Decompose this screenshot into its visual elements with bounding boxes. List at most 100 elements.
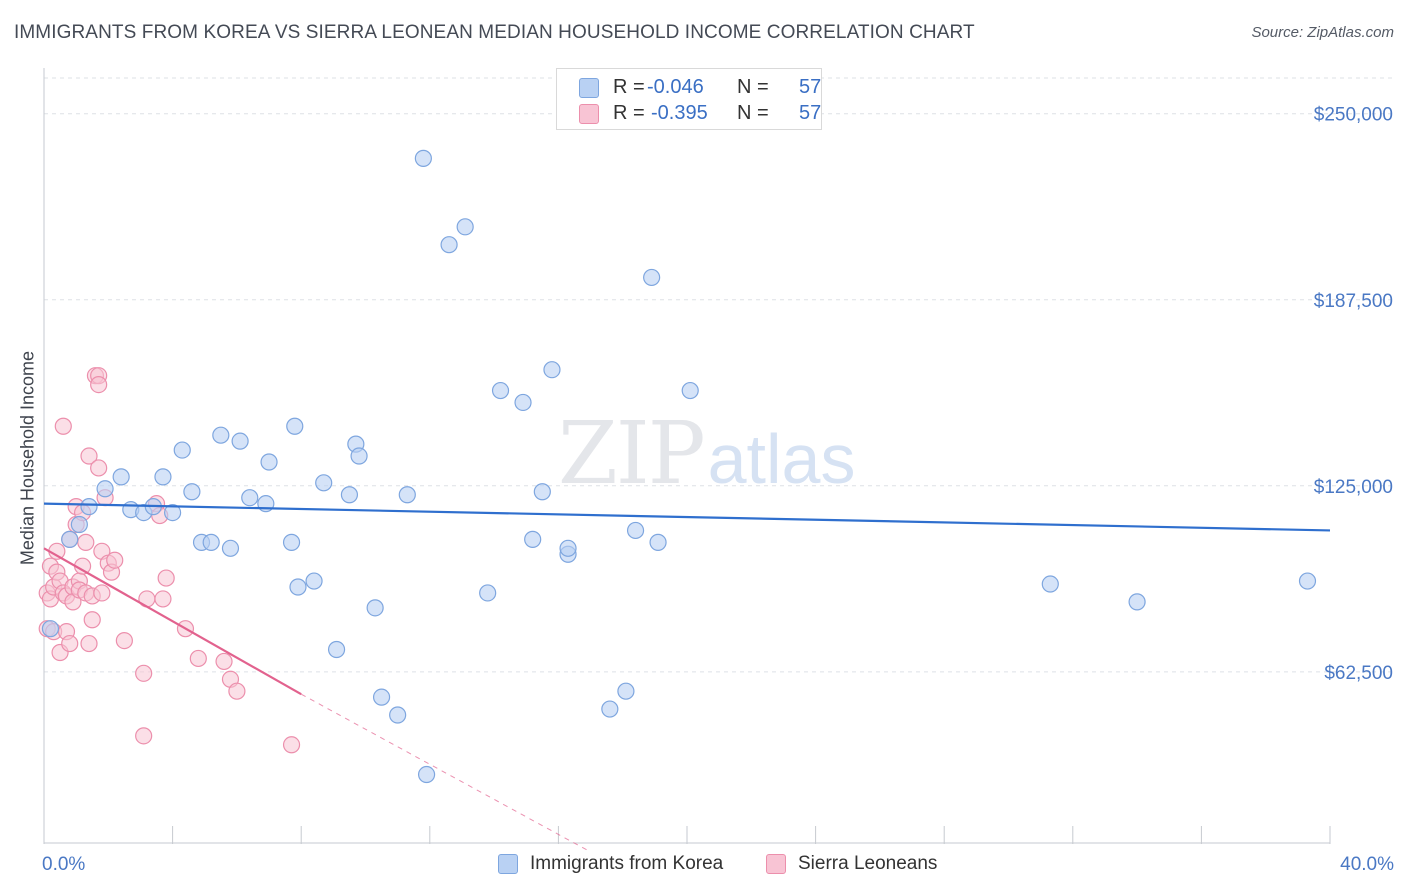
korea-point-35 [417, 765, 436, 784]
sierra-leoneans-points [38, 367, 301, 754]
correlation-legend: R = -0.046 N = 57 R = -0.395 N = 57 [556, 68, 822, 130]
bottom-legend-label-sierra: Sierra Leoneans [798, 853, 938, 874]
korea-point-40 [514, 393, 532, 412]
x-tick-label-min: 0.0% [42, 854, 85, 875]
tick-labels: $62,500 $125,000 $187,500 $250,000 0.0% 40.0% [42, 105, 1394, 875]
bottom-legend-swatch-sierra [766, 854, 786, 874]
korea-point-1 [61, 530, 79, 548]
sierra-point-42 [135, 727, 153, 745]
y-axis-title: Median Household Income [17, 350, 38, 566]
y-tick-label-250000: $250,000 [1314, 105, 1393, 126]
sierra-trend-extension [300, 693, 591, 853]
sierra-point-50 [215, 652, 233, 671]
korea-point-30 [366, 599, 384, 617]
korea-point-26 [327, 640, 346, 659]
korea-point-37 [456, 218, 474, 236]
sierra-point-33 [90, 459, 108, 477]
korea-point-38 [479, 584, 497, 602]
korea-point-17 [231, 432, 249, 450]
korea-point-36 [440, 236, 458, 254]
watermark-zip: ZIP [558, 404, 706, 504]
sierra-point-29 [83, 611, 101, 629]
sierra-point-41 [135, 664, 153, 682]
korea-point-4 [96, 480, 114, 498]
sierra-point-47 [157, 569, 175, 587]
korea-point-16 [221, 539, 240, 557]
y-tick-label-62500: $62,500 [1324, 663, 1393, 684]
sierra-point-39 [106, 551, 124, 569]
korea-point-51 [681, 381, 699, 400]
korea-point-32 [389, 706, 407, 724]
korea-point-53 [1128, 593, 1146, 611]
korea-point-42 [533, 483, 551, 501]
korea-point-52 [1041, 575, 1059, 593]
y-tick-label-125000: $125,000 [1314, 477, 1393, 498]
legend-n-value-sierra: 57 [799, 102, 822, 124]
korea-point-50 [649, 533, 667, 551]
korea-point-24 [305, 572, 323, 590]
korea-point-15 [212, 426, 230, 444]
bottom-legend-label-korea: Immigrants from Korea [530, 853, 724, 874]
bottom-legend-swatch-korea [498, 854, 518, 874]
legend-r-value-sierra: -0.395 [651, 102, 708, 124]
korea-point-11 [173, 441, 191, 459]
sierra-point-11 [54, 417, 72, 435]
grid-lines [44, 77, 1394, 673]
korea-point-14 [202, 533, 220, 551]
korea-point-31 [372, 688, 391, 706]
legend-n-label-sierra: N = [737, 102, 769, 124]
sierra-point-15 [61, 634, 79, 653]
sierra-trend-line [43, 547, 302, 696]
watermark-atlas: atlas [707, 420, 856, 498]
korea-point-5 [112, 468, 130, 486]
sierra-point-27 [80, 447, 98, 465]
korea-point-54 [1298, 572, 1317, 590]
sierra-point-46 [154, 590, 172, 608]
korea-point-33 [398, 486, 416, 504]
sierra-point-24 [77, 533, 95, 551]
korea-point-46 [601, 700, 619, 718]
korea-point-39 [491, 381, 510, 400]
korea-point-23 [286, 417, 304, 435]
axes [43, 68, 1331, 844]
chart-title: IMMIGRANTS FROM KOREA VS SIERRA LEONEAN … [14, 22, 975, 43]
korea-point-20 [260, 453, 278, 471]
korea-point-18 [241, 489, 259, 507]
legend-swatch-sierra [579, 104, 599, 124]
legend-r-value-korea: -0.046 [647, 76, 704, 98]
legend-r-label-korea: R = [613, 76, 645, 98]
trend-lines [43, 502, 1331, 853]
korea-point-48 [626, 521, 645, 540]
sierra-point-52 [228, 682, 246, 700]
korea-trend-line [43, 502, 1331, 532]
sierra-point-26 [80, 634, 98, 653]
korea-point-34 [414, 149, 432, 167]
korea-points [41, 149, 1317, 784]
korea-point-10 [164, 503, 182, 522]
korea-point-25 [315, 474, 333, 492]
korea-point-41 [524, 530, 542, 548]
legend-swatch-korea [579, 78, 599, 98]
korea-point-21 [289, 578, 307, 596]
korea-point-9 [154, 468, 172, 486]
legend-n-value-korea: 57 [799, 76, 822, 98]
korea-point-43 [543, 361, 561, 379]
sierra-point-53 [282, 736, 301, 754]
korea-point-49 [643, 268, 661, 287]
y-tick-label-187500: $187,500 [1314, 291, 1393, 312]
legend-n-label-korea: N = [737, 76, 769, 98]
korea-point-22 [282, 533, 301, 551]
source-credit: Source: ZipAtlas.com [1251, 24, 1394, 41]
sierra-point-49 [189, 649, 207, 668]
sierra-point-35 [93, 584, 111, 602]
korea-point-2 [70, 515, 88, 534]
sierra-point-32 [90, 375, 108, 394]
korea-point-47 [617, 682, 635, 700]
korea-point-0 [41, 620, 60, 638]
x-tick-label-max: 40.0% [1340, 854, 1394, 875]
korea-point-12 [183, 483, 201, 501]
legend-r-label-sierra: R = [613, 102, 645, 124]
watermark: ZIPatlas [558, 404, 855, 504]
korea-point-3 [80, 498, 98, 516]
